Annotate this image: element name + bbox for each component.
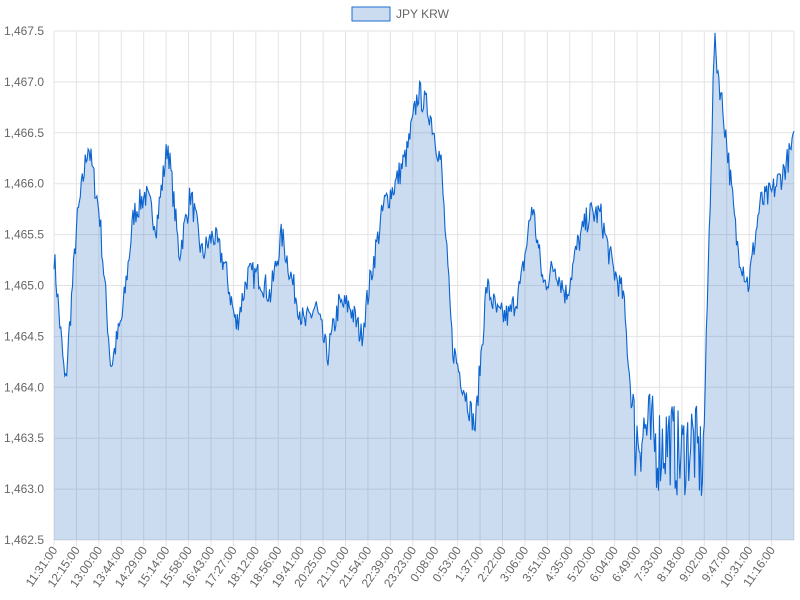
y-tick-label: 1,463.5 [4, 431, 44, 445]
series-line [53, 32, 795, 496]
y-tick-label: 1,462.5 [4, 533, 44, 547]
plot-area [53, 32, 795, 541]
y-tick-label: 1,467.0 [4, 75, 44, 89]
y-tick-label: 1,463.0 [4, 482, 44, 496]
x-axis: 11:31:0012:15:0013:00:0013:44:0014:29:00… [23, 543, 779, 590]
grid [53, 30, 795, 546]
y-tick-label: 1,466.0 [4, 177, 44, 191]
y-tick-label: 1,465.5 [4, 228, 44, 242]
y-tick-label: 1,464.5 [4, 329, 44, 343]
y-axis: 1,467.5 1,467.0 1,466.5 1,466.0 1,465.5 1,465… [4, 24, 44, 547]
y-tick-label: 1,467.5 [4, 24, 44, 38]
legend[interactable]: JPY KRW [351, 6, 450, 22]
y-tick-label: 1,466.5 [4, 126, 44, 140]
series-area [54, 32, 794, 541]
y-tick-label: 1,464.0 [4, 380, 44, 394]
y-tick-label: 1,465.0 [4, 279, 44, 293]
legend-label: JPY KRW [396, 7, 450, 21]
legend-swatch [351, 6, 391, 22]
